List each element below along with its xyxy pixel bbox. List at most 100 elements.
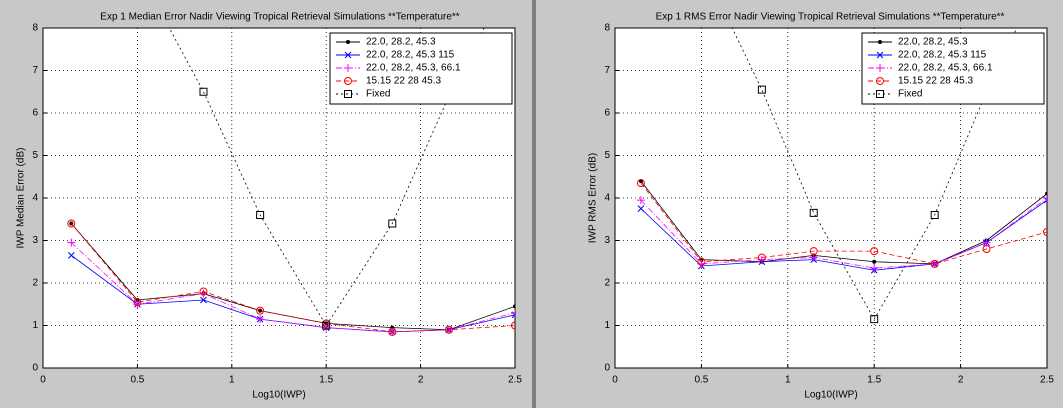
x-tick-label: 2 (958, 375, 964, 386)
legend-marker (344, 90, 352, 98)
x-tick-label: 0 (612, 375, 618, 386)
legend-label: 22.0, 28.2, 45.3 (898, 37, 968, 48)
y-tick-label: 1 (32, 320, 38, 331)
x-tick-label: 1 (229, 375, 235, 386)
marker (757, 85, 766, 94)
marker (930, 211, 939, 219)
legend-marker (346, 40, 350, 44)
legend-label: Fixed (366, 89, 390, 100)
marker (982, 245, 991, 253)
legend-marker (878, 40, 882, 44)
line (71, 223, 515, 331)
marker (1043, 194, 1047, 202)
x-tick-label: 1.5 (867, 375, 881, 386)
marker (930, 259, 939, 268)
legend-marker (876, 90, 884, 98)
marker (637, 205, 645, 212)
y-tick-label: 6 (32, 108, 38, 119)
marker (388, 327, 397, 336)
y-tick-label: 0 (604, 363, 610, 374)
legend-label: Fixed (898, 89, 922, 100)
legend-marker (876, 77, 884, 85)
legend-box (329, 32, 513, 105)
marker (636, 179, 645, 188)
marker (388, 219, 397, 228)
y-tick-label: 3 (32, 235, 38, 246)
legend-label: 22.0, 28.2, 45.3 115 (898, 50, 987, 61)
x-tick-label: 2.5 (508, 375, 522, 386)
x-tick-label: 0 (40, 375, 46, 386)
marker (200, 296, 207, 304)
y-axis-label: IWP Median Error (dB) (16, 148, 27, 249)
x-tick-label: 1 (785, 375, 791, 386)
marker (870, 315, 879, 324)
x-tick-label: 2 (418, 375, 424, 386)
marker (870, 247, 879, 256)
y-tick-label: 8 (32, 23, 38, 34)
line (640, 197, 1047, 269)
marker (322, 323, 331, 332)
marker (199, 287, 208, 296)
y-tick-label: 8 (604, 23, 610, 34)
y-tick-label: 7 (32, 65, 38, 76)
marker (809, 247, 818, 256)
x-axis-label: Log10(IWP) (804, 390, 857, 401)
marker (258, 308, 263, 313)
y-tick-label: 4 (604, 193, 610, 204)
y-tick-label: 2 (604, 278, 610, 289)
line (640, 182, 1047, 265)
marker (809, 208, 818, 217)
marker (67, 219, 76, 228)
marker (1043, 228, 1047, 236)
marker (636, 196, 645, 205)
marker (872, 259, 877, 264)
y-tick-label: 3 (604, 235, 610, 246)
y-tick-label: 0 (32, 363, 38, 374)
y-tick-label: 6 (604, 108, 610, 119)
marker (67, 238, 76, 247)
y-tick-label: 4 (32, 193, 38, 204)
chart-title: Exp 1 Median Error Nadir Viewing Tropica… (100, 12, 460, 23)
x-tick-label: 0.5 (130, 375, 144, 386)
legend-label: 22.0, 28.2, 45.3, 66.1 (366, 63, 461, 74)
x-tick-label: 0.5 (694, 375, 708, 386)
legend-marker (876, 51, 884, 59)
series (636, 179, 1047, 268)
line (731, 28, 1018, 320)
y-axis-label: IWP RMS Error (dB) (588, 153, 599, 243)
marker (199, 87, 208, 96)
legend-label: 22.0, 28.2, 45.3 (366, 37, 436, 48)
separator (532, 0, 536, 408)
legend-label: 22.0, 28.2, 45.3 115 (366, 50, 455, 61)
y-tick-label: 1 (604, 320, 610, 331)
x-axis-label: Log10(IWP) (252, 390, 305, 401)
marker (511, 321, 515, 330)
marker (870, 264, 879, 273)
marker (322, 321, 331, 330)
chart-title: Exp 1 RMS Error Nadir Viewing Tropical R… (656, 12, 1005, 23)
series (67, 219, 515, 336)
marker (513, 304, 515, 309)
marker (256, 315, 265, 324)
x-tick-label: 1.5 (319, 375, 333, 386)
marker (256, 211, 265, 219)
legend-label: 22.0, 28.2, 45.3, 66.1 (898, 63, 993, 74)
marker (444, 325, 453, 334)
legend-marker (344, 51, 352, 59)
y-tick-label: 5 (32, 150, 38, 161)
legend-label: 15.15 22 28 45.3 (898, 76, 974, 87)
line (640, 180, 1047, 265)
line (71, 223, 515, 333)
marker (697, 257, 706, 266)
y-tick-label: 2 (32, 278, 38, 289)
legend-marker (344, 77, 352, 85)
legend-label: 15.15 22 28 45.3 (366, 76, 442, 87)
marker (757, 253, 766, 262)
legend-marker (344, 64, 352, 72)
legend-box (861, 32, 1045, 105)
x-tick-label: 2.5 (1040, 375, 1054, 386)
marker (511, 308, 515, 317)
marker (256, 306, 265, 315)
axes-frame (42, 27, 516, 369)
